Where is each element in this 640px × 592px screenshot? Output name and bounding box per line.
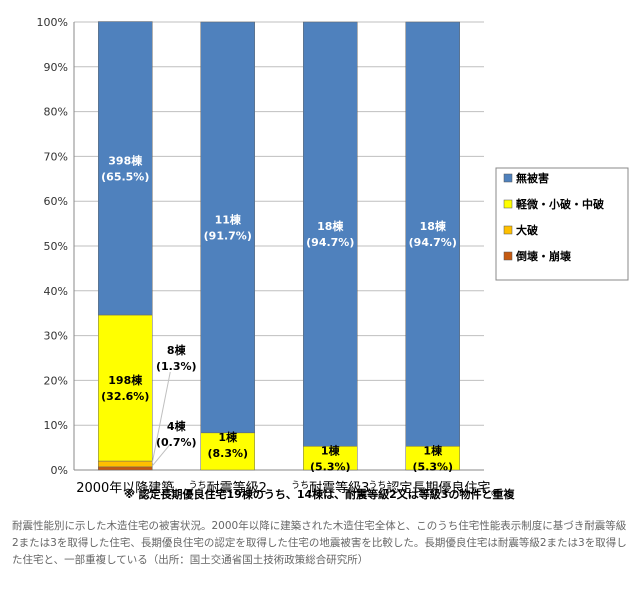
legend-swatch xyxy=(503,251,513,261)
bar-segment xyxy=(200,432,255,471)
data-label-count: 8棟 xyxy=(167,343,187,357)
bar-segment xyxy=(98,466,153,471)
bar-segment xyxy=(303,21,358,447)
legend-label: 無被害 xyxy=(516,171,549,185)
bar-segment xyxy=(405,21,460,447)
x-tick-label: うち耐震等級2 xyxy=(189,480,267,496)
x-tick-label: うち認定長期優良住宅※ xyxy=(368,480,497,498)
chart-note: ※ 認定長期優良住宅19棟のうち、14棟は、耐震等級2又は等級3の物件と重複 xyxy=(124,488,515,501)
y-tick-label: 40% xyxy=(44,285,68,298)
x-tick-main: 耐震等級2 xyxy=(207,480,267,496)
y-tick-label: 100% xyxy=(37,16,68,29)
data-label-percent: (8.3%) xyxy=(207,447,248,460)
data-label-percent: (5.3%) xyxy=(310,460,351,473)
data-label-count: 1棟 xyxy=(423,443,443,457)
y-tick-label: 60% xyxy=(44,195,68,208)
bar-segment xyxy=(98,21,153,316)
x-tick-prefix: うち xyxy=(368,480,386,491)
bar-segment xyxy=(200,21,255,434)
y-tick-label: 30% xyxy=(44,330,68,343)
data-label-count: 1棟 xyxy=(218,430,238,444)
data-label-count: 18棟 xyxy=(317,219,344,233)
y-tick-label: 20% xyxy=(44,374,68,387)
data-label-count: 4棟 xyxy=(167,419,187,433)
x-tick-main: 耐震等級3 xyxy=(309,480,369,496)
y-tick-label: 70% xyxy=(44,150,68,163)
legend-label: 倒壊・崩壊 xyxy=(515,249,572,263)
data-label-percent: (5.3%) xyxy=(412,460,453,473)
legend-swatch xyxy=(503,225,513,235)
data-label-percent: (91.7%) xyxy=(204,229,252,242)
data-label-count: 18棟 xyxy=(420,219,447,233)
x-tick-prefix: うち xyxy=(189,480,207,491)
data-label-percent: (94.7%) xyxy=(306,236,354,249)
y-tick-label: 90% xyxy=(44,61,68,74)
figure-caption: 耐震性能別に示した木造住宅の被害状況。2000年以降に建築された木造住宅全体と、… xyxy=(12,520,627,566)
bar-segment xyxy=(98,314,153,462)
data-label-percent: (1.3%) xyxy=(156,360,197,373)
data-label-percent: (94.7%) xyxy=(409,236,457,249)
data-label-percent: (32.6%) xyxy=(101,390,149,403)
x-tick-prefix: うち xyxy=(291,480,309,491)
data-label-percent: (65.5%) xyxy=(101,170,149,183)
legend-label: 大破 xyxy=(516,223,538,237)
data-label-count: 11棟 xyxy=(215,212,242,226)
chart-canvas: 0% 10% 20% 30% 40% 50% 60% 70% 80% 90% 100% 398棟 (65… xyxy=(37,16,629,498)
y-tick-label: 0% xyxy=(51,464,68,477)
x-tick-main: 認定長期優良住宅 xyxy=(386,480,490,496)
legend-box xyxy=(495,167,629,281)
data-label-count: 198棟 xyxy=(108,373,143,387)
legend-swatch xyxy=(503,199,513,209)
leader-line xyxy=(151,371,171,463)
bar-segment xyxy=(98,460,153,468)
x-tick-suffix: ※ xyxy=(490,489,497,498)
leader-line xyxy=(151,443,171,467)
y-tick-label: 80% xyxy=(44,106,68,119)
x-tick-label: 2000年以降建築 xyxy=(76,481,174,496)
legend-label: 軽微・小破・中破 xyxy=(516,197,604,211)
data-label-count: 1棟 xyxy=(321,443,341,457)
data-label-percent: (0.7%) xyxy=(156,436,197,449)
legend-swatch xyxy=(503,173,513,183)
y-tick-label: 10% xyxy=(44,419,68,432)
stacked-bar-chart: 0% 10% 20% 30% 40% 50% 60% 70% 80% 90% 100% 398棟 (65… xyxy=(37,16,629,498)
x-tick-main: 2000年以降建築 xyxy=(76,481,174,496)
y-tick-label: 50% xyxy=(44,240,68,253)
data-label-count: 398棟 xyxy=(108,153,143,167)
x-tick-label: うち耐震等級3 xyxy=(291,480,369,496)
